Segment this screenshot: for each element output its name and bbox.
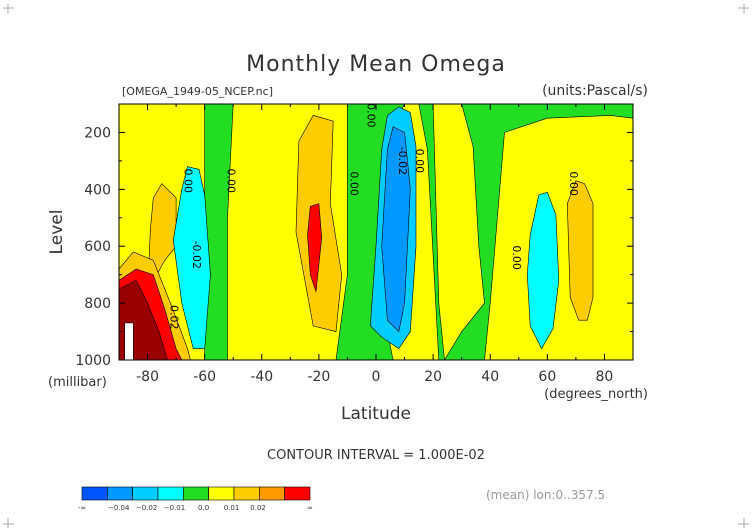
colorbar-swatch [208, 486, 235, 501]
colorbar-swatch [157, 486, 184, 501]
contour-region-4 [432, 104, 485, 360]
contour-region-13 [381, 126, 411, 333]
crop-marks [3, 4, 749, 528]
colorbar-swatch [258, 486, 285, 501]
x-tick-label: 40 [481, 369, 499, 385]
contour-fill-regions [119, 104, 633, 360]
contour-interval-text: CONTOUR INTERVAL = 1.000E-02 [267, 448, 485, 463]
colorbar-labels: -∞ −0.04 −0.02 −0.01 0.0 0.01 0.02 ∞ [78, 504, 313, 512]
y-tick-label: 400 [84, 182, 111, 198]
x-tick-label: 0 [372, 369, 381, 385]
contour-label-4: -0.02 [396, 147, 409, 175]
file-label: [OMEGA_1949-05_NCEP.nc] [122, 85, 273, 98]
contour-region-17 [124, 322, 134, 360]
x-unit-label: (degrees_north) [544, 387, 648, 402]
colorbar-label: ∞ [307, 504, 313, 512]
x-tick-label: 20 [424, 369, 442, 385]
colorbar-label: 0.02 [250, 504, 266, 512]
x-tick-label: 80 [596, 369, 614, 385]
colorbar-label: −0.01 [164, 504, 185, 512]
y-tick-label: 600 [84, 239, 111, 255]
contour-region-5 [484, 115, 633, 360]
contour-region-9 [307, 203, 323, 292]
y-axis-ticks: 200 400 600 800 1000 [75, 103, 633, 369]
contour-label-3: 0.00 [364, 103, 377, 128]
contour-label-8: -0.02 [190, 241, 203, 269]
colorbar-label: -∞ [78, 504, 86, 512]
footer-note: (mean) lon:0..357.5 [486, 488, 605, 502]
colorbar-label: 0.01 [224, 504, 240, 512]
chart-title: Monthly Mean Omega [246, 52, 506, 77]
contour-label-2: 0.00 [347, 171, 360, 196]
colorbar-label: −0.04 [108, 504, 130, 512]
colorbar-label: −0.02 [136, 504, 157, 512]
contour-region-10 [172, 166, 211, 349]
colorbar-swatch [81, 486, 108, 501]
contour-label-5: 0.00 [413, 149, 426, 174]
units-label: (units:Pascal/s) [542, 83, 648, 99]
colorbar-swatch [233, 486, 260, 501]
x-tick-label: 60 [538, 369, 556, 385]
contour-region-11 [526, 191, 560, 350]
colorbar-swatch [183, 486, 209, 501]
colorbar [81, 486, 311, 501]
x-tick-label: -60 [193, 369, 216, 385]
colorbar-swatch [284, 486, 311, 501]
contour-label-9: 0.02 [167, 305, 180, 330]
y-tick-label: 200 [84, 125, 111, 141]
contour-labels: 0.00 0.00 0.00 0.00 -0.02 0.00 0.00 0.00 -0.02 0.… [167, 103, 580, 330]
colorbar-label: 0.0 [198, 504, 209, 512]
y-unit-label: (millibar) [48, 375, 107, 390]
x-tick-label: -40 [250, 369, 273, 385]
y-tick-label: 800 [84, 296, 111, 312]
x-axis-ticks: -80 -60 -40 -20 0 20 40 60 80 [118, 104, 634, 385]
contour-label-1: 0.00 [225, 169, 238, 194]
colorbar-swatch [107, 486, 133, 501]
y-axis-label: Level [47, 210, 67, 255]
contour-label-7: 0.00 [567, 171, 580, 196]
x-axis-label: Latitude [341, 404, 411, 424]
contour-label-6: 0.00 [510, 245, 523, 270]
y-tick-label: 1000 [75, 353, 111, 369]
colorbar-swatch [132, 486, 159, 501]
x-tick-label: -80 [136, 369, 159, 385]
x-tick-label: -20 [307, 369, 330, 385]
contour-label-0: 0.00 [182, 169, 195, 194]
contour-region-8 [566, 180, 594, 321]
